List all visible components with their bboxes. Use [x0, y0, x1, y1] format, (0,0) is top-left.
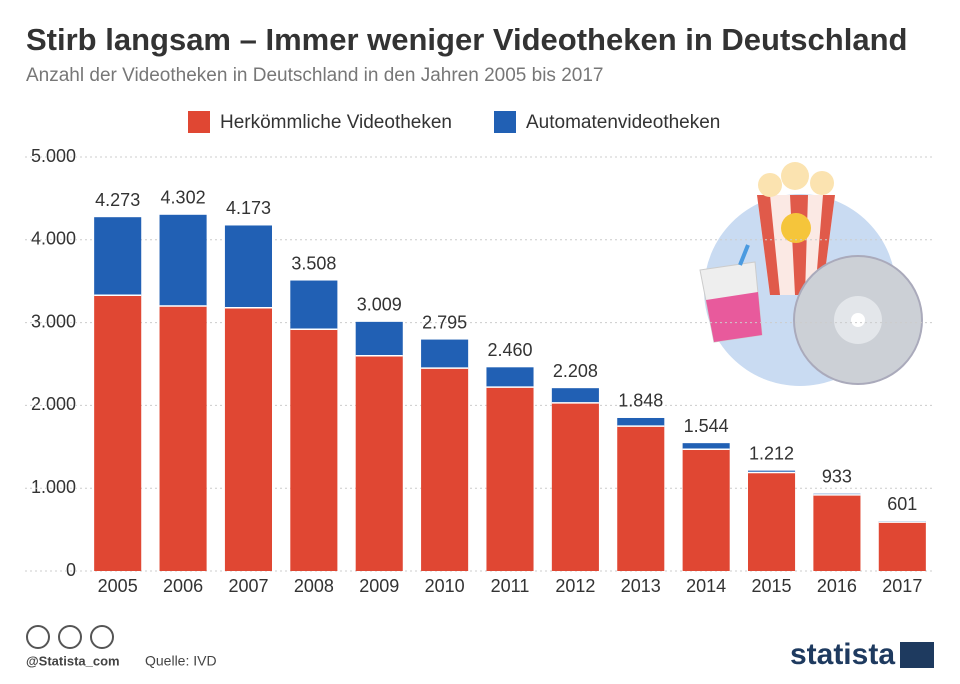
total-label: 3.009: [357, 295, 402, 315]
bar-segment: [355, 321, 403, 356]
bar-segment: [682, 449, 730, 571]
bar-segment: [94, 295, 142, 571]
x-tick-label: 2011: [491, 576, 530, 596]
bar-segment: [551, 388, 599, 403]
bar-segment: [159, 306, 207, 571]
x-tick-label: 2008: [294, 576, 334, 596]
x-tick-label: 2005: [98, 576, 138, 596]
total-label: 933: [822, 466, 852, 486]
y-tick-label: 5.000: [31, 146, 76, 166]
source: Quelle: IVD: [145, 653, 217, 669]
bar-segment: [290, 329, 338, 571]
bar-segment: [355, 355, 403, 571]
legend-swatch: [494, 111, 516, 133]
total-label: 2.208: [553, 361, 598, 381]
legend-label: Herkömmliche Videotheken: [220, 112, 452, 133]
total-label: 3.508: [291, 253, 336, 273]
y-tick-label: 1.000: [31, 477, 76, 497]
legend-label: Automatenvideotheken: [526, 112, 720, 133]
bar-segment: [94, 217, 142, 296]
y-tick-label: 3.000: [31, 311, 76, 331]
bar-segment: [682, 443, 730, 450]
chart-subtitle: Anzahl der Videotheken in Deutschland in…: [26, 65, 603, 86]
brand: statista: [790, 638, 895, 671]
y-tick-label: 2.000: [31, 394, 76, 414]
bar-segment: [224, 225, 272, 308]
bar-segment: [551, 402, 599, 571]
bar-segment: [159, 214, 207, 307]
bar-segment: [813, 494, 861, 571]
total-label: 601: [887, 494, 917, 514]
x-tick-label: 2016: [817, 576, 857, 596]
bar-segment: [748, 472, 796, 571]
x-tick-label: 2017: [882, 576, 922, 596]
total-label: 4.273: [95, 190, 140, 210]
handle: @Statista_com: [26, 653, 120, 668]
bar-segment: [421, 339, 469, 369]
bar-segment: [617, 417, 665, 427]
x-tick-label: 2014: [686, 576, 726, 596]
x-tick-label: 2010: [425, 576, 465, 596]
total-label: 1.848: [618, 391, 663, 411]
illustration: [699, 162, 923, 386]
x-tick-label: 2013: [621, 576, 661, 596]
x-tick-label: 2009: [359, 576, 399, 596]
x-tick-label: 2007: [228, 576, 268, 596]
total-label: 1.544: [684, 416, 729, 436]
bar-segment: [421, 368, 469, 571]
total-label: 4.302: [161, 188, 206, 208]
x-tick-label: 2012: [555, 576, 595, 596]
x-tick-label: 2015: [752, 576, 792, 596]
total-label: 2.795: [422, 312, 467, 332]
bar-segment: [486, 367, 534, 388]
legend-swatch: [188, 111, 210, 133]
bar-segment: [290, 280, 338, 330]
total-label: 4.173: [226, 198, 271, 218]
bar-segment: [486, 387, 534, 571]
y-tick-label: 0: [66, 560, 76, 580]
bar-segment: [617, 426, 665, 571]
bar-segment: [224, 307, 272, 571]
y-tick-label: 4.000: [31, 229, 76, 249]
total-label: 1.212: [749, 443, 794, 463]
bar-segment: [878, 522, 926, 571]
footer: [26, 625, 934, 668]
bar-segment: [748, 470, 796, 473]
x-tick-label: 2006: [163, 576, 203, 596]
chart-title: Stirb langsam – Immer weniger Videotheke…: [26, 22, 907, 57]
total-label: 2.460: [487, 340, 532, 360]
